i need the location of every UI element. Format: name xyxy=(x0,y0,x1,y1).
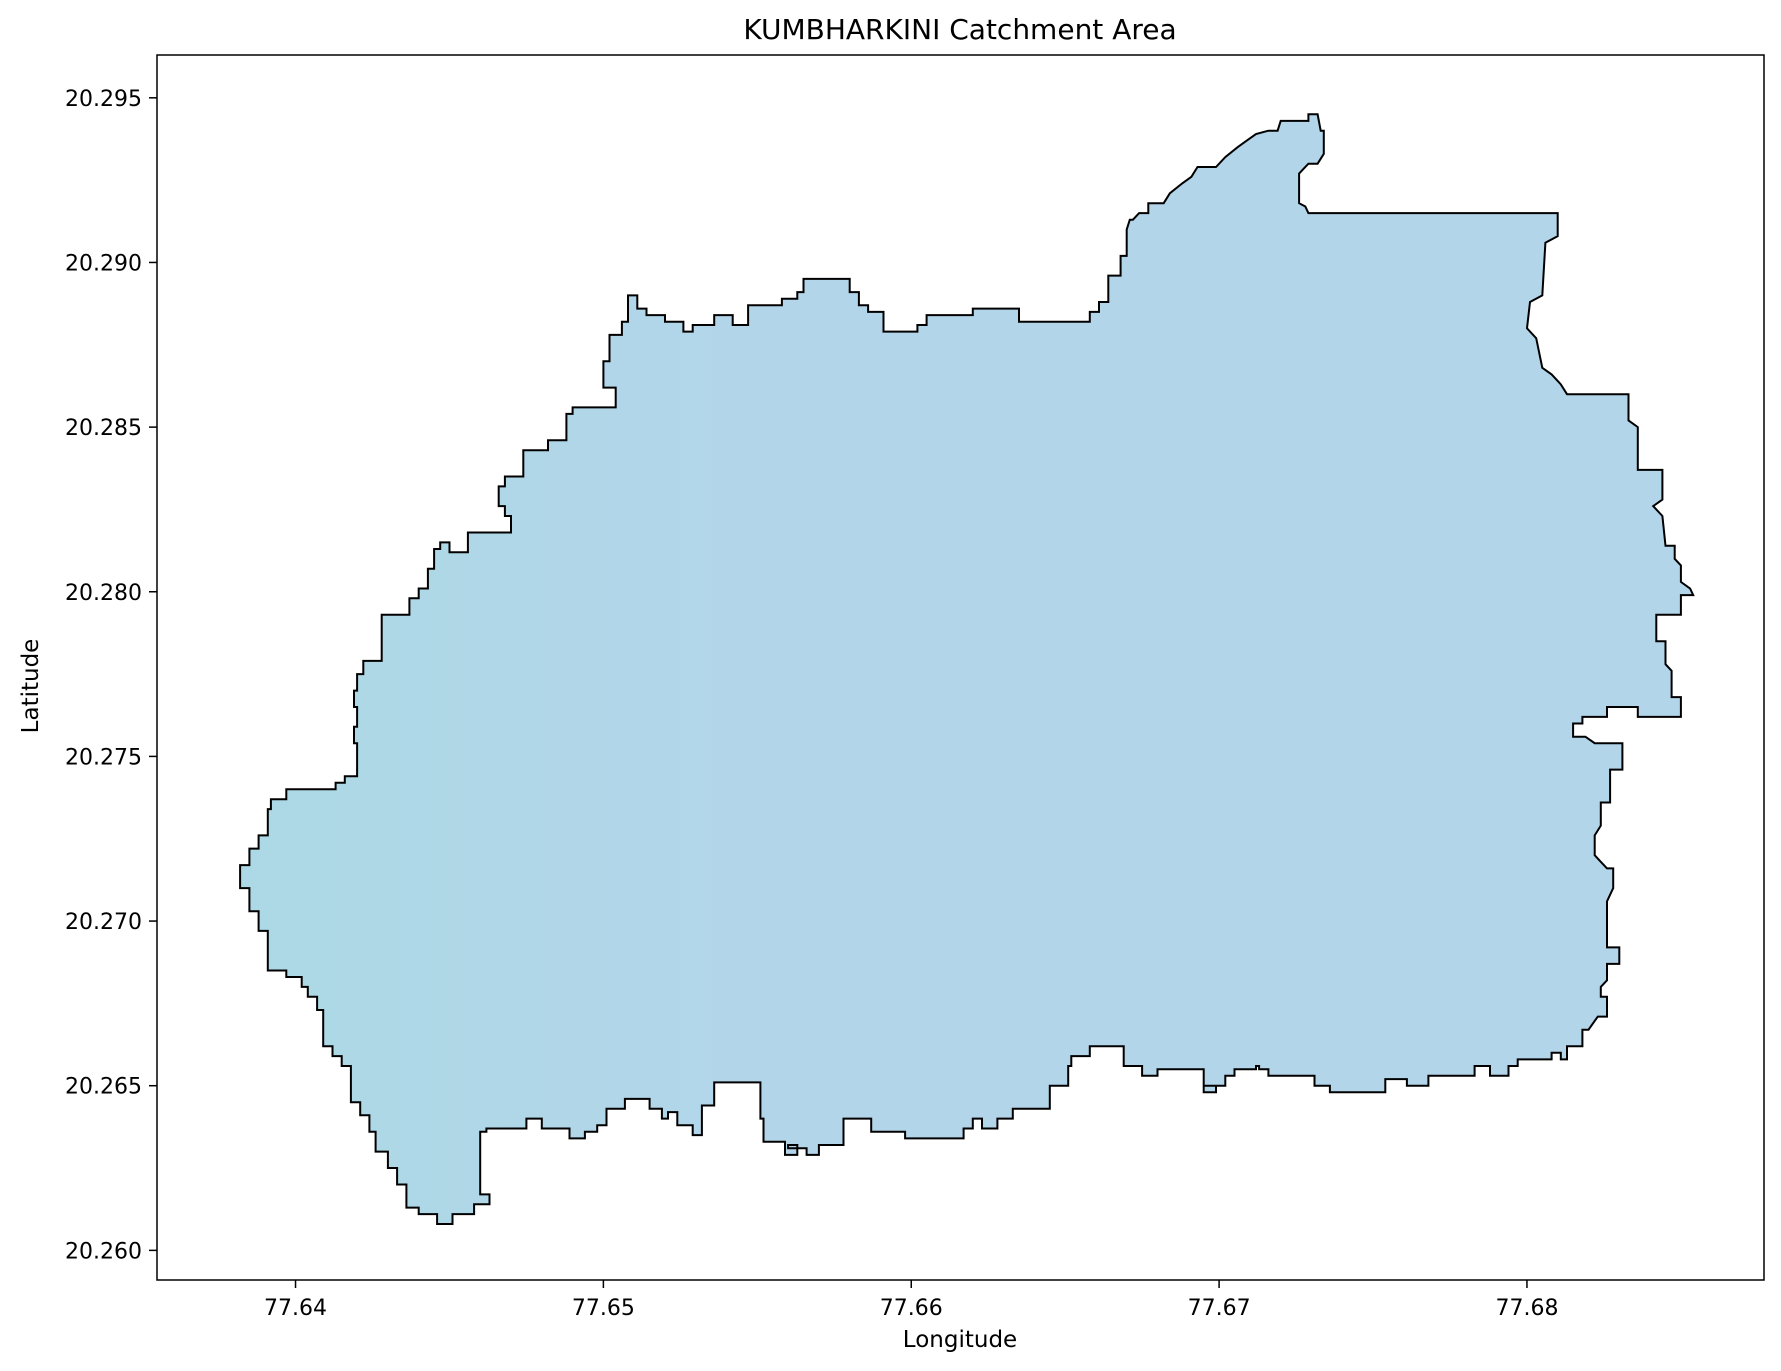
catchment-polygon xyxy=(239,113,1695,1225)
x-axis-label: Longitude xyxy=(903,1327,1017,1353)
plot-area xyxy=(156,54,1765,1281)
y-tick-label: 20.280 xyxy=(65,581,142,606)
x-tick-label: 77.64 xyxy=(264,1296,327,1321)
x-tick-label: 77.65 xyxy=(572,1296,635,1321)
y-axis-label: Latitude xyxy=(18,639,44,734)
y-axis: 20.260 20.265 20.270 20.275 20.280 20.285 20.2… xyxy=(65,87,157,1264)
y-tick-label: 20.295 xyxy=(65,87,142,112)
x-axis: 77.64 77.65 77.66 77.67 77.68 xyxy=(264,1280,1558,1321)
y-tick-label: 20.285 xyxy=(65,416,142,441)
y-tick-label: 20.265 xyxy=(65,1075,142,1100)
y-tick-label: 20.260 xyxy=(65,1239,142,1264)
x-tick-label: 77.67 xyxy=(1188,1296,1251,1321)
axes-frame xyxy=(156,54,1765,1281)
x-tick-label: 77.66 xyxy=(880,1296,943,1321)
y-tick-label: 20.290 xyxy=(65,251,142,276)
x-tick-label: 77.68 xyxy=(1495,1296,1558,1321)
y-tick-label: 20.270 xyxy=(65,910,142,935)
y-tick-label: 20.275 xyxy=(65,745,142,770)
chart-title: KUMBHARKINI Catchment Area xyxy=(743,13,1176,46)
